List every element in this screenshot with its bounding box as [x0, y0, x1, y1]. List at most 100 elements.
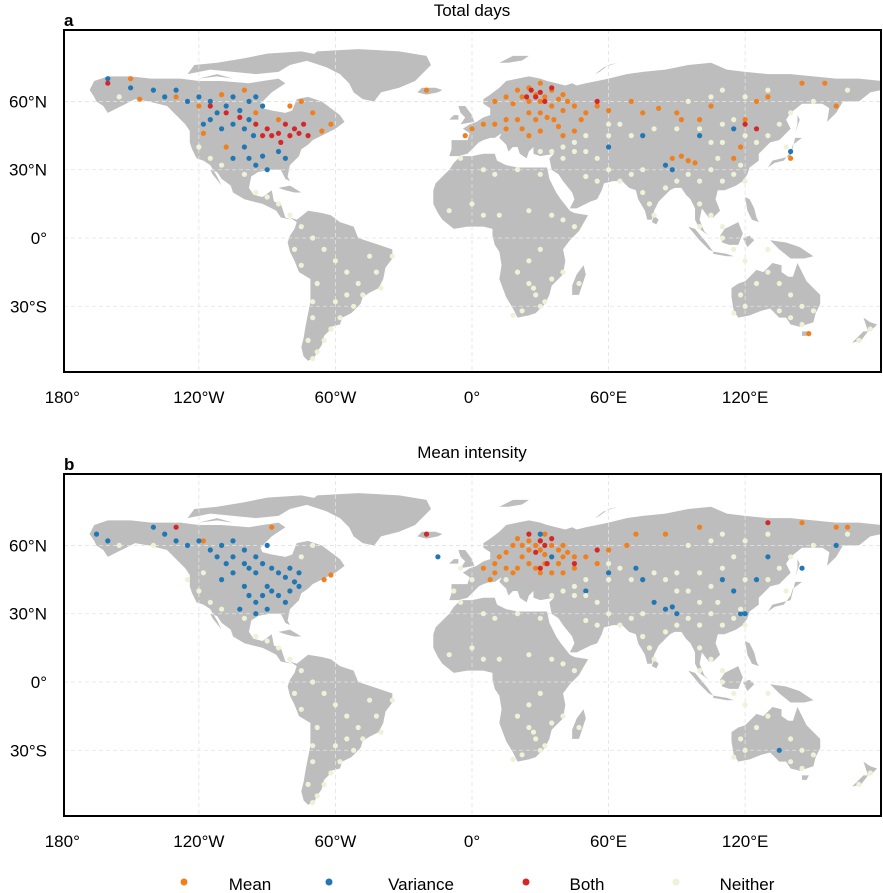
map-b-frame	[63, 473, 882, 817]
station-point-variance	[173, 87, 179, 93]
station-point-mean	[537, 80, 543, 86]
station-point-neither	[116, 542, 122, 549]
station-point-mean	[692, 160, 698, 166]
station-point-mean	[549, 570, 555, 576]
station-point-neither	[332, 743, 338, 749]
station-point-both	[542, 542, 548, 549]
station-point-neither	[776, 308, 782, 314]
lat-tick-label: 30°N	[9, 605, 47, 624]
station-point-neither	[697, 599, 703, 605]
station-point-mean	[537, 570, 543, 576]
station-point-neither	[321, 690, 327, 697]
station-point-variance	[241, 561, 247, 567]
station-point-neither	[640, 167, 646, 173]
station-point-neither	[514, 269, 521, 275]
station-point-mean	[542, 531, 548, 537]
station-point-mean	[571, 554, 578, 560]
station-point-neither	[560, 588, 566, 594]
station-point-neither	[196, 588, 202, 594]
station-point-neither	[708, 538, 714, 544]
station-point-neither	[776, 565, 782, 571]
station-point-variance	[697, 133, 703, 139]
station-point-neither	[571, 148, 578, 155]
station-point-mean	[503, 117, 509, 123]
station-point-mean	[526, 98, 532, 104]
station-point-neither	[788, 110, 794, 116]
station-point-neither	[799, 303, 805, 309]
station-point-mean	[526, 561, 532, 567]
station-point-neither	[685, 615, 691, 621]
lon-tick-label: 60°E	[590, 388, 627, 407]
station-point-mean	[542, 94, 548, 100]
station-point-neither	[314, 724, 320, 731]
station-point-neither	[685, 171, 691, 177]
station-point-variance	[253, 554, 259, 560]
panel-a-title: Total days	[434, 1, 511, 20]
station-point-mean	[492, 570, 498, 576]
station-point-both	[594, 547, 600, 553]
station-point-neither	[697, 645, 703, 651]
station-point-neither	[628, 133, 634, 139]
station-point-neither	[731, 310, 737, 316]
station-point-neither	[560, 269, 566, 275]
station-point-neither	[241, 171, 247, 177]
station-point-neither	[571, 592, 578, 599]
station-point-neither	[856, 337, 862, 343]
station-point-variance	[219, 577, 225, 583]
station-point-neither	[674, 588, 680, 594]
station-point-variance	[275, 592, 282, 599]
station-point-mean	[708, 103, 714, 109]
station-point-neither	[298, 554, 304, 560]
station-point-neither	[446, 652, 452, 658]
station-point-variance	[640, 133, 646, 139]
lon-tick-label: 60°W	[315, 388, 357, 407]
station-point-variance	[435, 554, 441, 560]
station-point-mean	[571, 565, 578, 571]
station-point-mean	[514, 536, 521, 542]
station-point-neither	[662, 185, 669, 191]
station-point-mean	[519, 126, 525, 132]
station-point-variance	[230, 570, 236, 576]
map-b-ticks: 180° 120°W 60°W 0° 60°E 120°E 60°N 30°N 0° 30°S	[9, 536, 768, 851]
station-point-neither	[606, 133, 612, 139]
lat-tick-label: 0°	[31, 673, 47, 692]
station-point-neither	[651, 570, 657, 576]
station-point-mean	[503, 549, 509, 555]
map-b-stations	[93, 520, 873, 806]
station-point-neither	[514, 167, 521, 173]
station-point-neither	[765, 531, 771, 537]
station-point-neither	[685, 542, 691, 549]
station-point-neither	[697, 668, 703, 674]
station-point-neither	[291, 246, 298, 252]
station-point-neither	[742, 747, 748, 753]
panel-b: b Mean intensity 180° 120°W 60°W 0° 60°E 120°…	[9, 443, 882, 851]
station-point-both	[423, 531, 430, 537]
station-point-both	[207, 103, 213, 109]
station-point-neither	[571, 583, 578, 590]
station-point-variance	[753, 577, 760, 583]
station-point-neither	[253, 189, 259, 196]
station-point-neither	[617, 622, 623, 628]
station-point-mean	[200, 130, 206, 136]
station-point-mean	[624, 542, 630, 549]
station-point-neither	[765, 577, 771, 583]
station-point-variance	[269, 565, 275, 571]
station-point-mean	[799, 80, 805, 86]
station-point-neither	[765, 87, 771, 93]
station-point-variance	[282, 574, 288, 580]
station-point-both	[537, 89, 543, 95]
station-point-neither	[738, 736, 744, 742]
station-point-neither	[788, 759, 794, 765]
station-point-mean	[537, 128, 543, 134]
station-point-mean	[319, 128, 325, 134]
legend-label-neither: Neither	[720, 875, 775, 893]
station-point-neither	[253, 633, 259, 640]
station-point-neither	[788, 736, 794, 742]
station-point-neither	[560, 144, 566, 150]
lon-tick-label: 120°W	[173, 388, 224, 407]
station-point-both	[549, 536, 555, 542]
station-point-neither	[537, 246, 543, 252]
station-point-mean	[633, 531, 639, 537]
station-point-neither	[492, 615, 498, 621]
station-point-neither	[360, 736, 366, 742]
